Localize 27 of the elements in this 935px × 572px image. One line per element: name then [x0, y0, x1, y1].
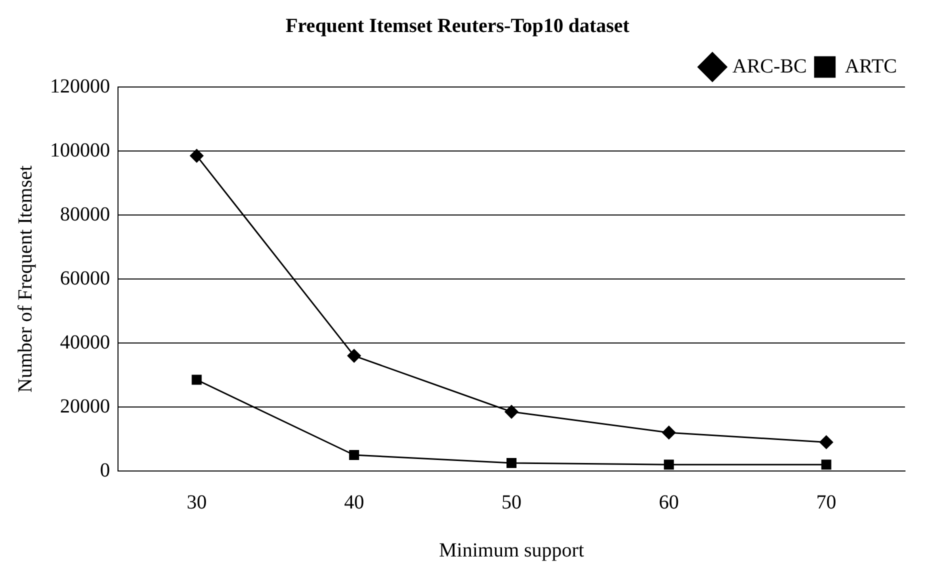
- y-tick-label: 80000: [60, 203, 110, 226]
- x-tick-label: 60: [658, 491, 679, 514]
- x-tick-label: 50: [502, 491, 522, 514]
- point: [347, 349, 361, 363]
- legend-label: ARC-BC: [732, 55, 807, 78]
- point: [192, 374, 202, 385]
- y-tick-label: 100000: [50, 139, 110, 162]
- y-tick-label: 20000: [60, 395, 110, 418]
- y-axis-title: Number of Frequent Itemset: [14, 164, 36, 393]
- y-tick-label: 60000: [60, 267, 110, 290]
- point: [190, 149, 204, 163]
- y-tick-label: 40000: [60, 331, 110, 354]
- point: [506, 458, 516, 468]
- x-tick-label: 30: [186, 491, 207, 514]
- point: [821, 460, 832, 470]
- point: [820, 435, 834, 449]
- point: [504, 405, 518, 419]
- y-tick-label: 120000: [50, 75, 110, 98]
- x-tick-label: 70: [816, 491, 836, 514]
- x-tick-label: 40: [344, 491, 364, 514]
- point: [349, 450, 360, 460]
- y-tick-label: 0: [100, 459, 110, 482]
- chart-title: Frequent Itemset Reuters-Top10 dataset: [286, 15, 630, 38]
- point: [664, 460, 674, 470]
- point: [662, 426, 676, 440]
- x-axis-title: Minimum support: [438, 539, 584, 562]
- legend-label: ARTC: [844, 55, 897, 78]
